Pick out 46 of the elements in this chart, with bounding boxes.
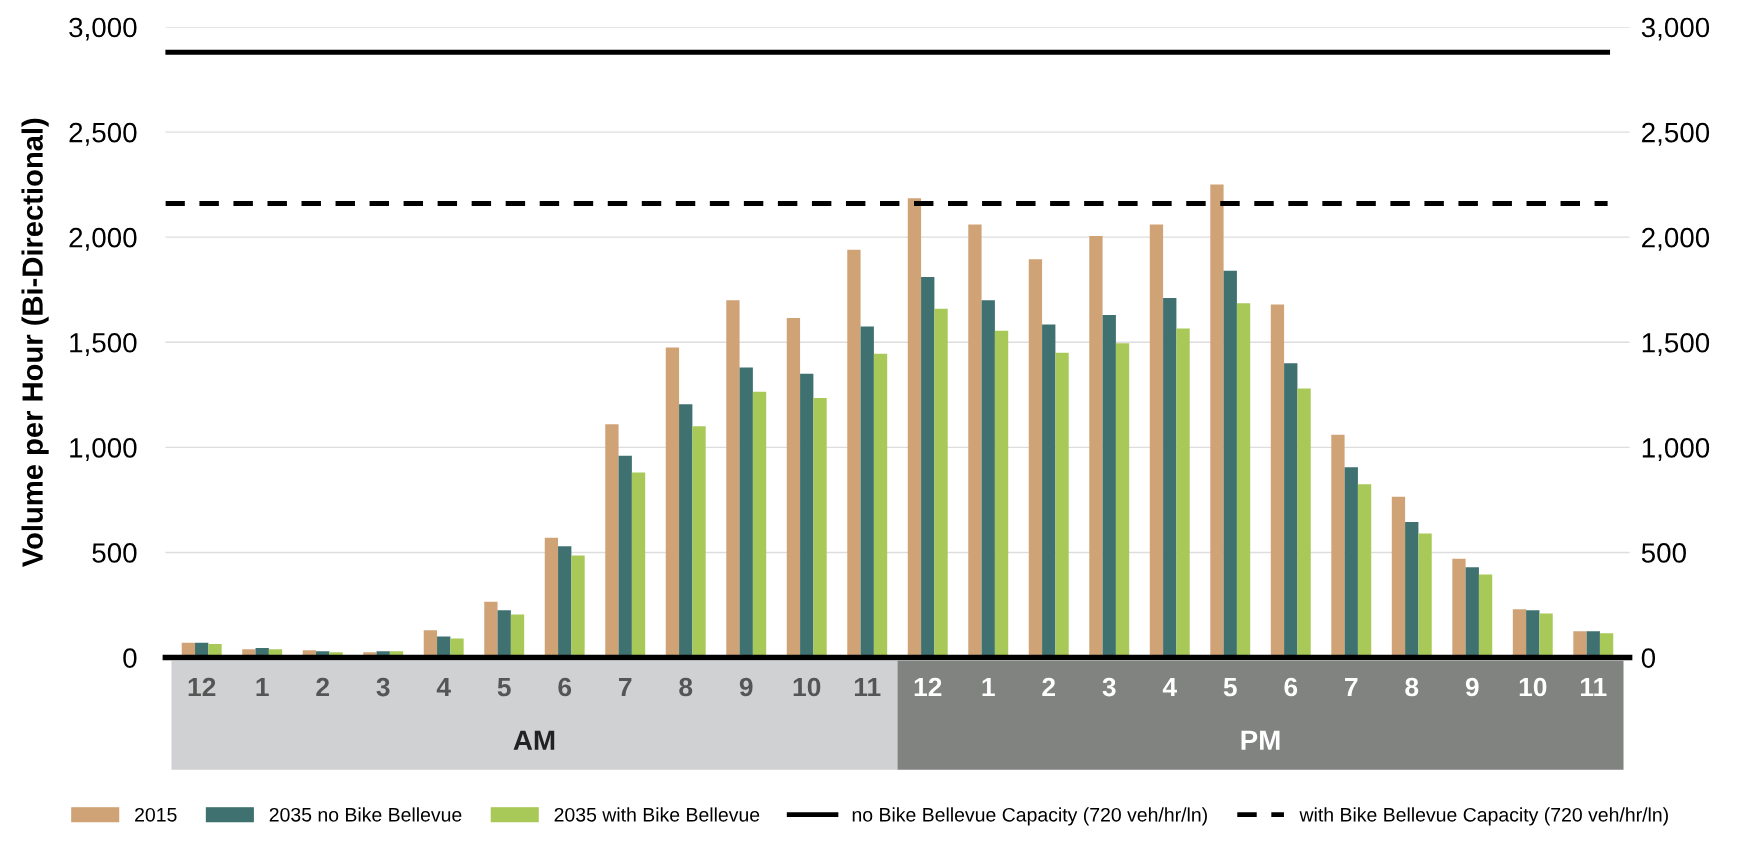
x-tick-label: 2 — [316, 677, 329, 697]
y-tick-label: 0 — [123, 648, 137, 668]
x-tick-label: 4 — [436, 677, 451, 697]
x-tick-label: 10 — [1519, 677, 1547, 697]
x-tick-label: 7 — [1345, 677, 1358, 697]
y-tick-label: 1,000 — [70, 438, 137, 461]
x-tick-label: 6 — [1284, 677, 1298, 697]
y2-tick-label: 500 — [1641, 543, 1686, 563]
x-tick-label: 12 — [914, 677, 942, 697]
y-tick-label: 3,000 — [69, 17, 137, 41]
legend-label: 2035 with Bike Bellevue — [554, 807, 760, 822]
legend-label: with Bike Bellevue Capacity (720 veh/hr/ln) — [1299, 807, 1668, 826]
y2-tick-label: 3,000 — [1641, 17, 1710, 41]
y-tick-label: 2,000 — [69, 227, 137, 251]
x-tick-label: 6 — [558, 677, 572, 697]
x-tick-label: 3 — [1102, 677, 1116, 697]
legend-label: 2015 — [135, 807, 177, 822]
y2-tick-label: 1,000 — [1642, 438, 1710, 461]
x-tick-label: 11 — [1580, 677, 1607, 697]
x-tick-label: 10 — [793, 677, 821, 697]
y-tick-label: 500 — [92, 543, 137, 563]
legend-label: no Bike Bellevue Capacity (720 veh/hr/ln) — [852, 807, 1207, 826]
x-tick-label: 8 — [679, 677, 693, 697]
x-tick-label: 5 — [497, 677, 511, 697]
x-tick-label: 2 — [1042, 677, 1056, 697]
x-tick-label: 7 — [619, 677, 632, 697]
y-axis-title: Volume per Hour (Bi-Directional) — [21, 118, 49, 568]
x-tick-label: 5 — [1223, 677, 1237, 697]
x-tick-label: 8 — [1405, 677, 1419, 697]
y-tick-label: 2,500 — [69, 122, 137, 146]
x-tick-label: 1 — [982, 677, 995, 697]
y2-tick-label: 2,000 — [1642, 227, 1710, 251]
x-tick-label: 9 — [1465, 677, 1479, 697]
y2-tick-label: 0 — [1641, 648, 1656, 668]
text: PM — [1241, 730, 1280, 750]
x-tick-label: 12 — [188, 677, 216, 697]
y2-tick-label: 2,500 — [1642, 122, 1710, 146]
legend-label: 2035 no Bike Bellevue — [269, 807, 462, 822]
x-tick-label: 11 — [854, 677, 881, 697]
x-tick-label: 1 — [256, 677, 269, 697]
x-tick-label: 9 — [739, 677, 753, 697]
text: AM — [513, 730, 555, 750]
x-tick-label: 3 — [376, 677, 390, 697]
x-tick-label: 4 — [1162, 677, 1177, 697]
y-tick-label: 1,500 — [70, 332, 137, 356]
y2-tick-label: 1,500 — [1642, 332, 1710, 356]
